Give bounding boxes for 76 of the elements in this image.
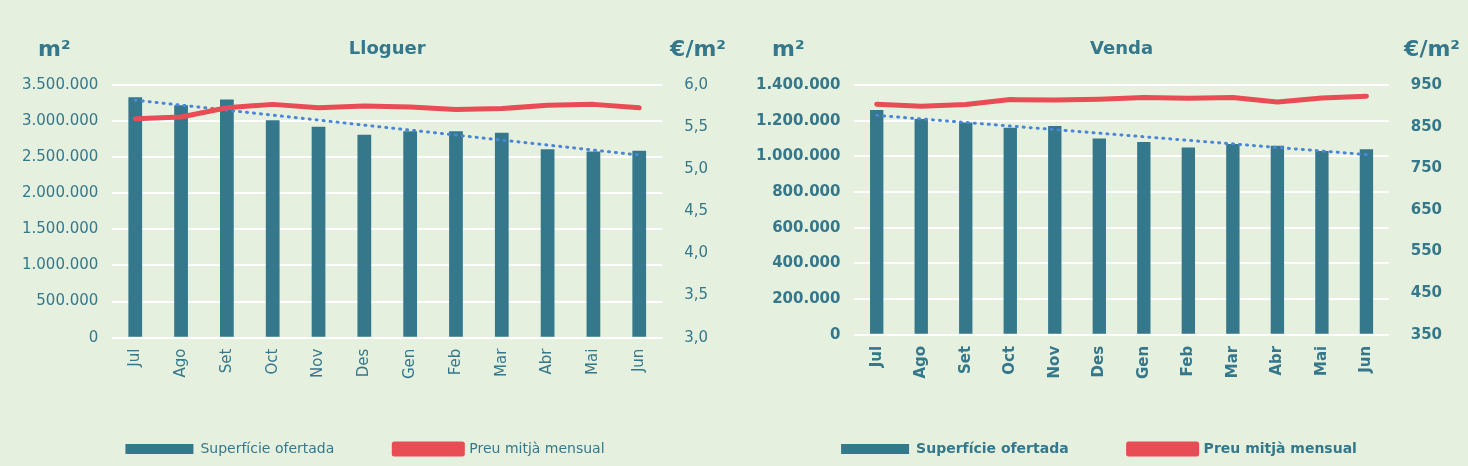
- bar: [494, 132, 509, 337]
- x-tick-label: Set: [955, 345, 974, 374]
- y2-tick-label: 350: [1410, 324, 1442, 343]
- y2-tick-label: 5,5: [684, 117, 708, 135]
- bar: [311, 126, 326, 337]
- bar: [357, 134, 372, 337]
- y-axis-title: m²: [38, 36, 71, 61]
- x-tick-label: Feb: [445, 348, 464, 376]
- legend-label: Superfície ofertada: [200, 439, 335, 456]
- y2-tick-label: 5,0: [684, 159, 708, 178]
- y-tick-label: 2.500.000: [22, 147, 99, 166]
- y2-tick-label: 850: [1410, 116, 1442, 135]
- x-tick-label: Nov: [1044, 345, 1063, 379]
- y-tick-label: 0: [88, 327, 99, 346]
- x-tick-label: Nov: [308, 348, 327, 378]
- bar: [540, 149, 555, 337]
- y2-tick-label: 550: [1410, 241, 1442, 260]
- x-tick-label: Mar: [1222, 345, 1241, 379]
- x-tick-label: Gen: [400, 348, 419, 379]
- x-tick-label: Abr: [537, 347, 556, 375]
- y2-axis-title: €/m²: [669, 36, 726, 61]
- y-tick-label: 1.400.000: [755, 74, 841, 93]
- x-tick-label: Abr: [1267, 345, 1286, 376]
- y-tick-label: 1.000.000: [755, 146, 841, 165]
- x-tick-label: Gen: [1133, 345, 1152, 380]
- x-tick-label: Des: [1089, 345, 1108, 378]
- x-tick-label: Jul: [866, 345, 885, 369]
- bar: [449, 131, 463, 337]
- x-tick-label: Oct: [262, 348, 281, 375]
- y-tick-label: 600.000: [772, 217, 841, 236]
- x-tick-label: Ago: [911, 345, 930, 379]
- x-tick-label: Jul: [125, 348, 144, 368]
- x-tick-label: Set: [216, 348, 235, 374]
- y-tick-label: 400.000: [772, 253, 841, 272]
- bar: [128, 97, 143, 337]
- x-tick-label: Oct: [1000, 345, 1019, 375]
- legend-label: Preu mitjà mensual: [1203, 439, 1357, 456]
- bar: [586, 151, 601, 337]
- y-tick-label: 800.000: [772, 181, 841, 200]
- y-tick-label: 3.500.000: [22, 74, 99, 93]
- y-tick-label: 1.000.000: [22, 255, 99, 274]
- x-tick-label: Ago: [170, 348, 189, 378]
- y2-tick-label: 4,5: [684, 201, 708, 220]
- y2-tick-label: 6,0: [684, 74, 708, 93]
- x-tick-label: Jun: [629, 348, 648, 374]
- bar: [220, 99, 234, 337]
- y-axis-title: m²: [772, 36, 805, 61]
- bar: [174, 105, 188, 337]
- y-tick-label: 500.000: [36, 291, 99, 310]
- y-tick-label: 1.500.000: [22, 219, 99, 238]
- x-tick-label: Feb: [1178, 345, 1197, 377]
- bar: [632, 150, 647, 337]
- bar: [265, 120, 280, 337]
- y2-tick-label: 3,5: [684, 285, 708, 304]
- x-tick-label: Jun: [1356, 345, 1375, 374]
- x-tick-label: Des: [354, 348, 373, 378]
- x-tick-label: Mai: [1311, 345, 1330, 377]
- y2-tick-label: 4,0: [684, 243, 708, 262]
- y2-tick-label: 750: [1410, 158, 1442, 177]
- y-tick-label: 3.000.000: [22, 110, 99, 129]
- y2-tick-label: 950: [1410, 74, 1442, 93]
- chart-title: Venda: [1090, 37, 1154, 58]
- y2-tick-label: 650: [1410, 199, 1442, 218]
- x-tick-label: Mai: [583, 348, 602, 375]
- chart-title: Lloguer: [348, 37, 426, 58]
- y-tick-label: 200.000: [772, 289, 841, 308]
- bar: [403, 131, 418, 337]
- y-tick-label: 0: [830, 324, 841, 343]
- y2-axis-title: €/m²: [1403, 36, 1460, 61]
- y-tick-label: 2.000.000: [22, 183, 99, 202]
- x-tick-label: Mar: [491, 347, 510, 377]
- y2-tick-label: 3,0: [684, 327, 708, 346]
- y-tick-label: 1.200.000: [755, 110, 841, 129]
- legend-label: Superfície ofertada: [916, 439, 1069, 456]
- legend-label: Preu mitjà mensual: [469, 439, 605, 456]
- y2-tick-label: 450: [1410, 283, 1442, 302]
